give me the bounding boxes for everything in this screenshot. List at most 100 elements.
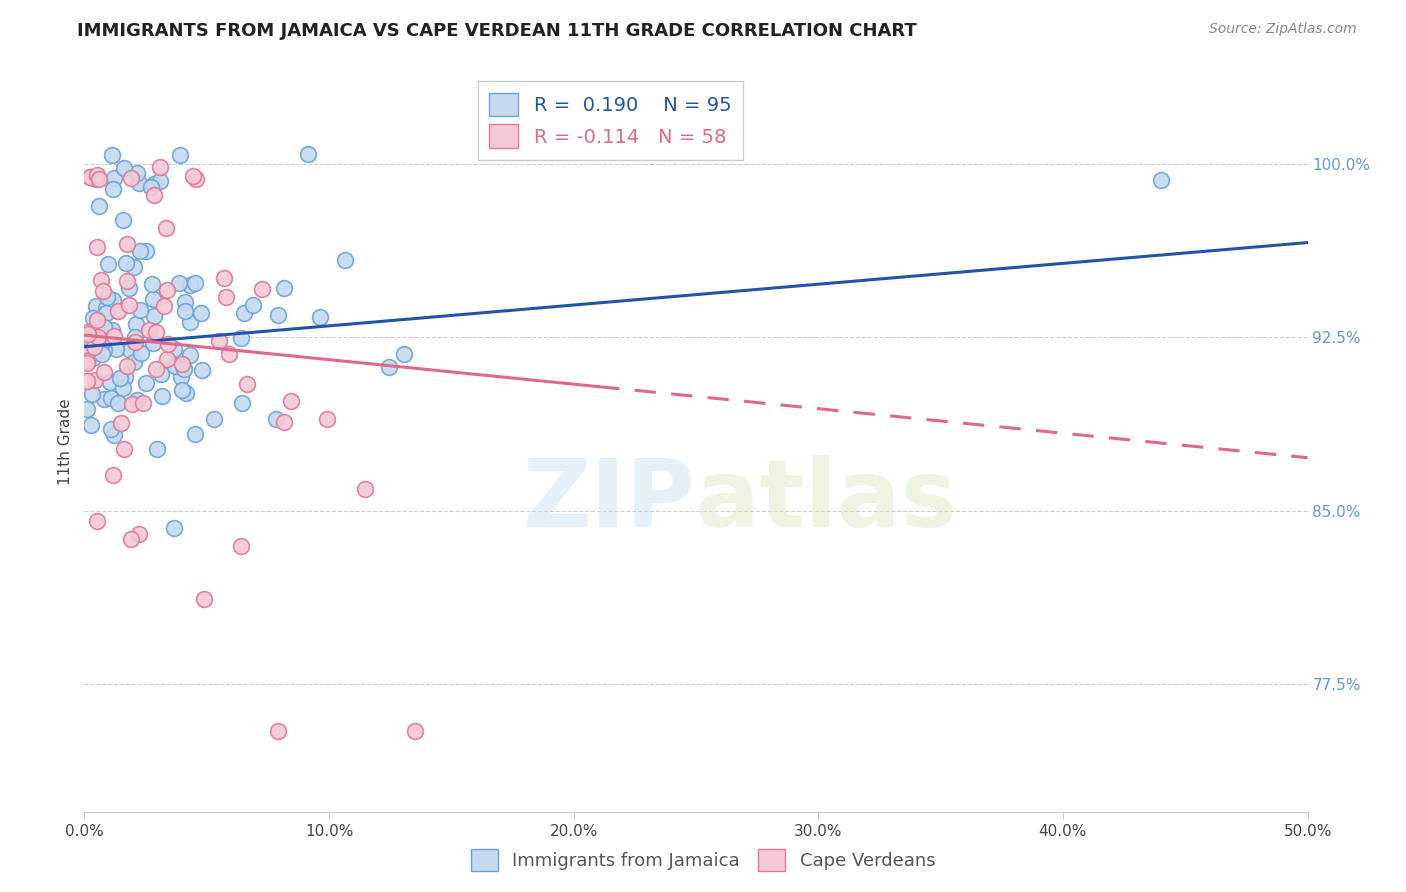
Point (76, 325, 98, 339)
Text: atlas: atlas (696, 455, 957, 547)
Point (103, 427, 125, 442)
Point (76, 401, 98, 416)
Point (153, 299, 176, 313)
Point (184, 171, 207, 186)
Point (129, 244, 152, 258)
Point (191, 363, 214, 377)
Point (93, 365, 115, 379)
Point (108, 370, 131, 384)
Point (183, 276, 205, 290)
Point (103, 468, 125, 483)
Text: IMMIGRANTS FROM JAMAICA VS CAPE VERDEAN 11TH GRADE CORRELATION CHART: IMMIGRANTS FROM JAMAICA VS CAPE VERDEAN … (77, 22, 917, 40)
Point (142, 292, 165, 306)
Point (86, 168, 108, 182)
Point (131, 396, 153, 410)
Point (86, 312, 108, 326)
Point (93, 284, 115, 298)
Point (84, 299, 107, 313)
Point (208, 334, 231, 348)
Point (145, 326, 167, 340)
Point (392, 347, 415, 361)
Point (233, 306, 256, 320)
Point (87, 338, 110, 352)
Point (107, 395, 129, 409)
Point (169, 147, 191, 161)
Point (250, 282, 273, 296)
Point (111, 381, 134, 395)
Point (181, 169, 204, 183)
Point (190, 306, 212, 320)
Point (122, 355, 145, 369)
Point (97, 257, 120, 271)
Point (110, 416, 132, 430)
Point (76, 374, 98, 388)
Point (100, 392, 122, 406)
Point (129, 345, 152, 359)
Point (179, 277, 201, 292)
Point (273, 281, 295, 295)
Point (87, 329, 110, 343)
Point (114, 369, 136, 384)
Point (170, 357, 193, 371)
Point (125, 166, 148, 180)
Point (141, 277, 163, 292)
Point (87, 171, 110, 186)
Point (143, 188, 166, 202)
Point (149, 367, 172, 381)
Point (101, 182, 124, 196)
Point (120, 532, 142, 546)
Point (149, 160, 172, 174)
Point (214, 271, 236, 285)
Point (122, 260, 145, 274)
Point (218, 346, 240, 360)
Point (82, 311, 104, 326)
Point (128, 303, 150, 318)
Point (101, 293, 124, 308)
Point (93, 392, 115, 407)
Point (138, 323, 160, 337)
Point (107, 304, 129, 318)
Point (115, 237, 138, 252)
Point (115, 256, 138, 270)
Point (156, 337, 179, 351)
Point (124, 329, 146, 343)
Point (156, 283, 179, 297)
Legend: R =  0.190    N = 95, R = -0.114   N = 58: R = 0.190 N = 95, R = -0.114 N = 58 (478, 81, 744, 160)
Point (215, 290, 238, 304)
Point (128, 176, 150, 190)
Point (79, 331, 101, 345)
Point (145, 362, 167, 376)
Point (139, 180, 162, 194)
Y-axis label: 11th Grade: 11th Grade (58, 398, 73, 485)
Point (163, 521, 186, 535)
Point (235, 376, 257, 391)
Point (174, 303, 197, 318)
Point (118, 298, 141, 312)
Point (100, 421, 122, 435)
Point (120, 171, 142, 186)
Point (264, 412, 287, 426)
Point (91, 347, 114, 361)
Point (76, 356, 98, 370)
Point (179, 315, 201, 329)
Point (104, 342, 127, 356)
Point (76, 341, 98, 355)
Point (135, 244, 157, 259)
Point (76, 354, 98, 368)
Point (193, 591, 215, 606)
Point (142, 336, 165, 351)
Point (112, 442, 135, 456)
Point (172, 383, 194, 397)
Point (135, 376, 157, 391)
Point (90, 272, 112, 286)
Point (404, 723, 426, 738)
Point (315, 411, 337, 425)
Point (173, 362, 195, 376)
Point (103, 171, 125, 186)
Point (174, 386, 197, 401)
Point (96, 306, 118, 320)
Legend: Immigrants from Jamaica, Cape Verdeans: Immigrants from Jamaica, Cape Verdeans (464, 842, 942, 879)
Point (150, 389, 173, 403)
Point (231, 395, 253, 409)
Point (87, 199, 110, 213)
